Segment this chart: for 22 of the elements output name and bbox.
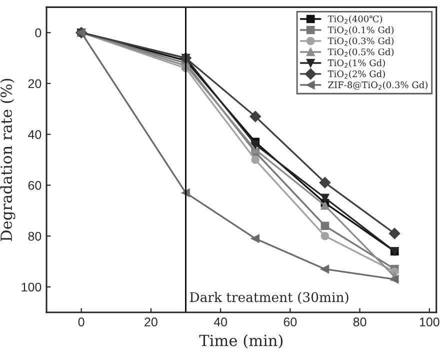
y-axis-title: Degradation rate (%) — [0, 78, 16, 241]
x-tick-label: 60 — [284, 318, 297, 326]
x-axis-title: Time (min) — [199, 334, 283, 348]
legend-label: TiO$_{2}$(0.3% Gd) — [328, 37, 394, 46]
y-tick-label: 20 — [28, 79, 42, 88]
y-tick-label: 100 — [22, 282, 42, 292]
ref-line-label: Dark treatment (30min) — [190, 292, 348, 304]
legend-label: TiO$_{2}$(1% Gd) — [328, 59, 385, 68]
y-tick-label: 80 — [28, 232, 42, 241]
x-tick-label: 0 — [78, 318, 84, 326]
y-tick-label: 40 — [28, 130, 42, 139]
legend-label: TiO$_{2}$(400℃) — [328, 15, 382, 24]
legend-label: TiO$_{2}$(0.1% Gd) — [328, 26, 394, 35]
legend-label: TiO$_{2}$(0.5% Gd) — [328, 48, 394, 57]
y-tick-label: 0 — [35, 28, 42, 38]
x-tick-label: 40 — [214, 318, 228, 326]
legend-label: ZIF-8@TiO$_{2}$(0.3% Gd) — [328, 81, 428, 90]
x-tick-label: 20 — [144, 318, 158, 326]
x-tick-label: 80 — [353, 318, 366, 326]
legend-label: TiO$_{2}$(2% Gd) — [328, 70, 385, 79]
y-tick-label: 60 — [28, 180, 42, 190]
x-tick-label: 100 — [420, 318, 440, 326]
